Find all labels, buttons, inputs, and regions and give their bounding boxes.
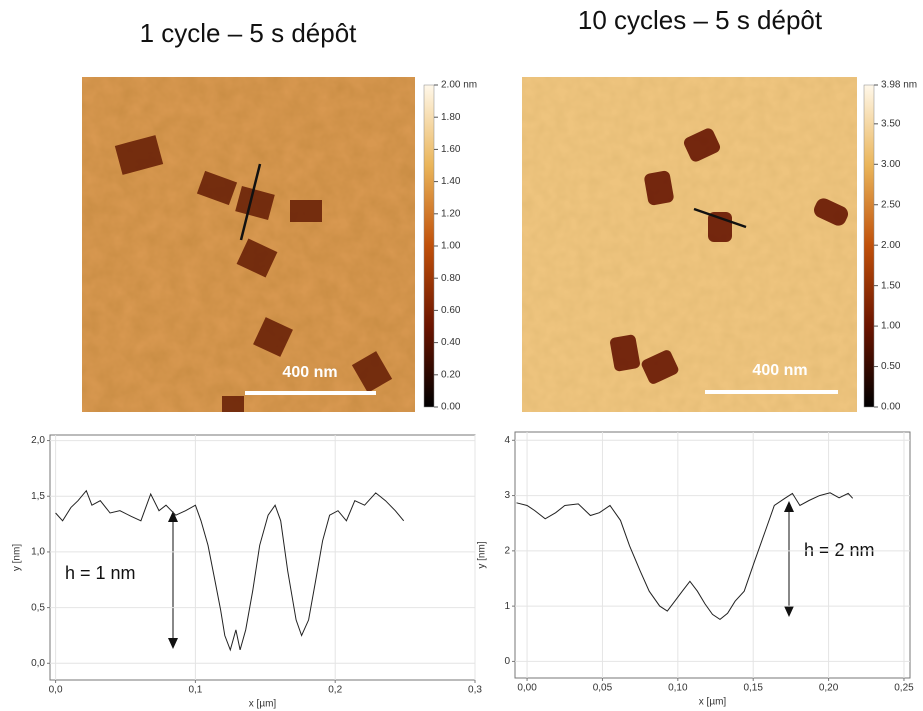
y-tick-label: 1,0: [31, 547, 45, 558]
y-tick-label: 1,5: [31, 491, 45, 502]
x-tick-label: 0,05: [593, 683, 613, 694]
colorbar: [863, 84, 875, 408]
y-axis-label: y [nm]: [477, 541, 488, 568]
y-tick-label: 4: [504, 435, 510, 446]
colorbar-label: 1.50: [881, 280, 901, 291]
y-tick-label: 0: [504, 656, 510, 667]
annotation: h = 2 nm: [804, 540, 875, 560]
x-axis-label: x [µm]: [699, 697, 727, 708]
panel-title: 1 cycle – 5 s dépôt: [140, 18, 358, 48]
profile-line: [516, 492, 854, 621]
colorbar-label: 0.80: [441, 273, 461, 284]
x-tick-label: 0,2: [328, 685, 342, 696]
colorbar-label: 0.60: [441, 305, 461, 316]
scale-bar-label: 400 nm: [282, 364, 337, 381]
annotation: h = 1 nm: [65, 563, 136, 583]
x-tick-label: 0,3: [468, 685, 482, 696]
x-tick-label: 0,20: [819, 683, 839, 694]
colorbar-label: 3.00: [881, 159, 901, 170]
x-tick-label: 0,1: [188, 685, 202, 696]
y-tick-label: 2,0: [31, 435, 45, 446]
scale-bar-label: 400 nm: [752, 362, 807, 379]
colorbar-label: 0.50: [881, 361, 901, 372]
colorbar-label: 0.00: [441, 402, 461, 413]
colorbar-label: 1.20: [441, 208, 461, 219]
x-axis-label: x [µm]: [249, 699, 277, 710]
y-axis-label: y [nm]: [12, 544, 23, 571]
y-tick-label: 0,0: [31, 658, 45, 669]
x-tick-label: 0,25: [894, 683, 914, 694]
panel-title: 10 cycles – 5 s dépôt: [578, 5, 823, 35]
colorbar-label: 0.20: [441, 369, 461, 380]
y-tick-label: 1: [504, 601, 510, 612]
plot-frame: [514, 431, 911, 679]
annotations: [168, 501, 794, 649]
y-tick-label: 0,5: [31, 602, 45, 613]
colorbar-label: 1.60: [441, 144, 461, 155]
y-tick-label: 3: [504, 490, 510, 501]
profile-line: [55, 489, 405, 652]
colorbar-label: 0.00: [881, 402, 901, 413]
colorbar-label: 2.00 nm: [441, 80, 477, 91]
colorbar-label: 3.98 nm: [881, 80, 917, 91]
colorbar-label: 1.80: [441, 112, 461, 123]
x-tick-label: 0,00: [517, 683, 537, 694]
colorbar-label: 1.00: [881, 321, 901, 332]
colorbar-label: 2.00: [881, 240, 901, 251]
colorbar-label: 0.40: [441, 337, 461, 348]
x-tick-label: 0,15: [743, 683, 763, 694]
afm-image-1: 400 nm: [82, 77, 415, 412]
colorbar-label: 1.00: [441, 241, 461, 252]
colorbar-label: 1.40: [441, 176, 461, 187]
colorbar: [423, 84, 435, 408]
x-tick-label: 0,10: [668, 683, 688, 694]
afm-image-2: 400 nm: [522, 77, 857, 412]
colorbar-label: 3.50: [881, 118, 901, 129]
plot-frame: [49, 434, 476, 681]
x-tick-label: 0,0: [49, 685, 63, 696]
y-tick-label: 2: [504, 545, 510, 556]
colorbar-label: 2.50: [881, 199, 901, 210]
